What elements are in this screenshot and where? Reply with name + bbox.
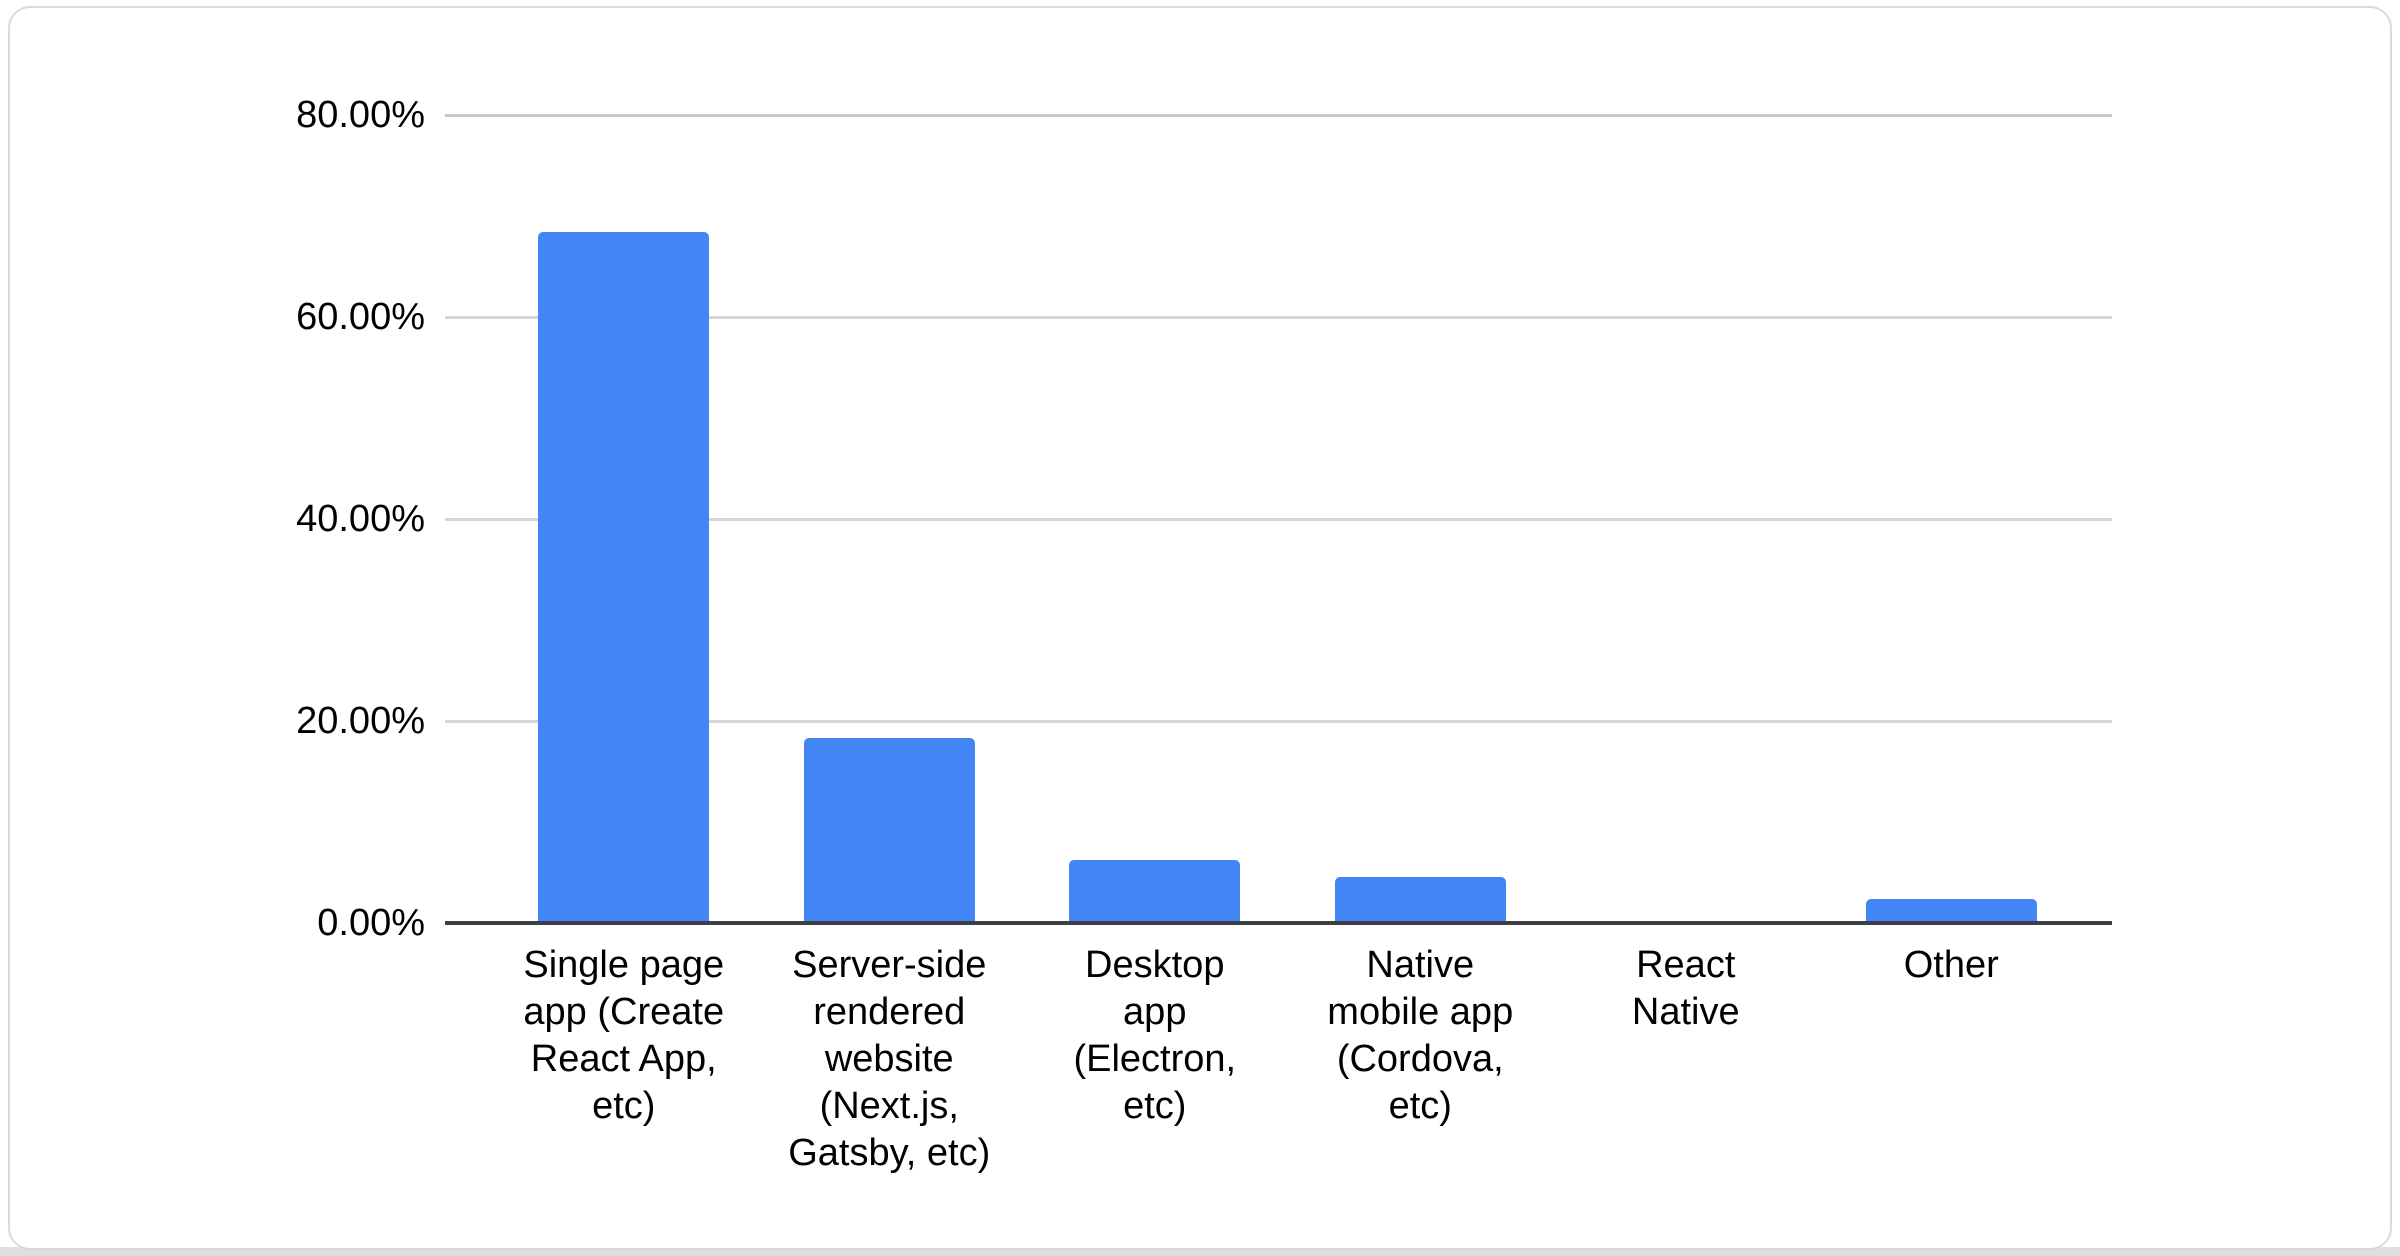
chart-card bbox=[8, 6, 2392, 1250]
x-category-label-native-mobile-app-cordova-et: Native mobile app (Cordova, etc) bbox=[1327, 944, 1514, 1127]
gridline-40 bbox=[445, 517, 2112, 521]
y-tick-label-60: 60.00% bbox=[296, 296, 425, 338]
y-tick-label-20: 20.00% bbox=[296, 700, 425, 742]
x-category-label-other: Other bbox=[1903, 944, 1999, 986]
y-tick-label-40: 40.00% bbox=[296, 498, 425, 540]
gridline-20 bbox=[445, 719, 2112, 723]
x-category-label-react-native: React Native bbox=[1631, 944, 1740, 1033]
bar-other[interactable] bbox=[1865, 898, 2037, 923]
gridline-80 bbox=[445, 113, 2112, 117]
x-axis-line bbox=[445, 921, 2112, 925]
bar-single-page-app-create-react[interactable] bbox=[538, 232, 710, 923]
bar-desktop-app-electron-etc[interactable] bbox=[1069, 860, 1241, 923]
bar-server-side-rendered-website[interactable] bbox=[803, 738, 975, 923]
gridline-60 bbox=[445, 315, 2112, 319]
y-tick-label-80: 80.00% bbox=[296, 94, 425, 136]
x-category-label-server-side-rendered-website: Server-side rendered website (Next.js, G… bbox=[788, 944, 991, 1174]
x-category-label-desktop-app-electron-etc: Desktop app (Electron, etc) bbox=[1073, 944, 1237, 1127]
bar-native-mobile-app-cordova-et[interactable] bbox=[1334, 876, 1506, 923]
bottom-strip bbox=[0, 1247, 2400, 1256]
y-tick-label-0: 0.00% bbox=[317, 902, 425, 944]
x-category-label-single-page-app-create-react: Single page app (Create React App, etc) bbox=[523, 944, 725, 1127]
